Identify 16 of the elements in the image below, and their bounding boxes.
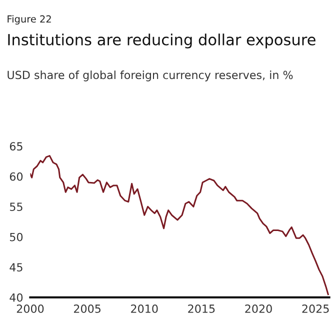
y-tick-label: 55 [10, 202, 22, 212]
y-tick-label: 40 [10, 293, 23, 302]
line-series [30, 155, 329, 296]
y-tick-label: 50 [10, 232, 23, 242]
x-tick-label: 2000 [16, 304, 44, 313]
caption: Figure 22 [8, 15, 51, 25]
x-tick-label: 2015 [188, 304, 215, 313]
chart-title: Institutions are reducing dollar exposure [8, 34, 316, 48]
y-tick-label: 65 [10, 142, 22, 151]
x-tick-label: 2020 [245, 304, 272, 313]
chart-subtitle: USD share of global foreign currency reserves, in % [8, 70, 293, 82]
x-tick-label: 2010 [131, 304, 158, 313]
y-tick-label: 60 [10, 172, 23, 181]
x-tick-label: 2025 [302, 304, 329, 313]
x-tick-label: 2005 [74, 304, 100, 313]
y-tick-label: 45 [10, 263, 22, 272]
